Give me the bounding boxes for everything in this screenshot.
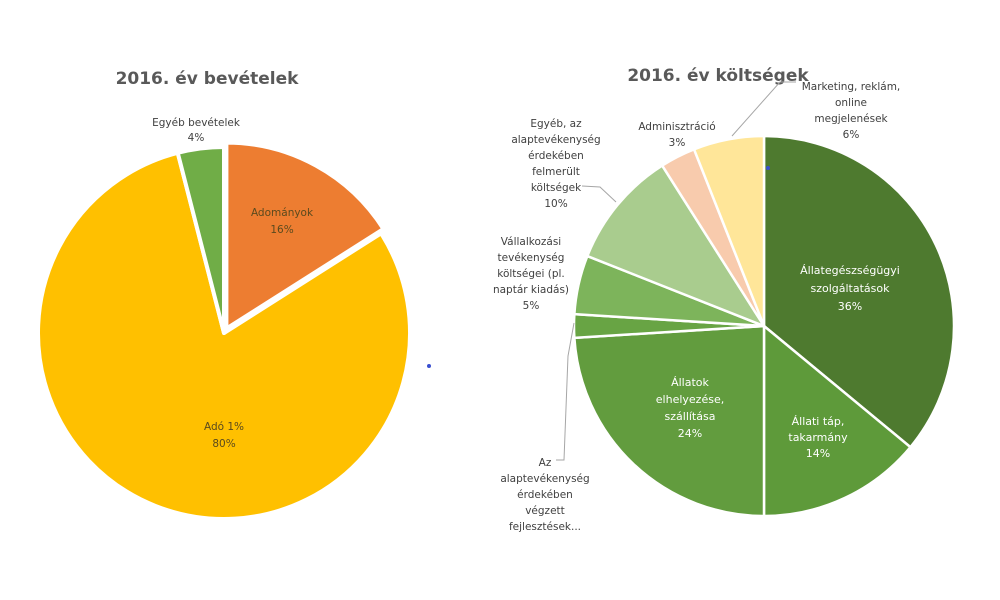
data-label-vallalkozasi-tevekenyseg-koltsegei-pl-na: tevékenység [498,252,565,264]
data-label-egyeb-az-alaptevekenyseg-erdekeben-felme: felmerült [532,166,580,178]
data-label-az-alaptevekenyseg-erdekeben-vegzett-fej: végzett [525,505,565,517]
data-label-ado-1: Adó 1% [204,421,244,433]
data-label-allati-tap-takarmany: 14% [806,447,830,460]
data-label-adomanyok: 16% [270,224,293,236]
data-label-egyeb-bevetelek: 4% [188,132,205,144]
data-label-allati-tap-takarmany: Állati táp, [792,415,845,428]
pie-slice-egyeb-bevetelek [175,145,226,335]
cost-chart-title: 2016. év költségek [627,66,809,86]
data-label-marketing-reklam-online-megjelenesek: online [835,97,867,109]
data-label-vallalkozasi-tevekenyseg-koltsegei-pl-na: Vállalkozási [501,236,561,248]
data-label-marketing-reklam-online-megjelenesek: 6% [843,129,860,141]
pie-slice-allati-tap-takarmany [762,324,912,518]
data-label-vallalkozasi-tevekenyseg-koltsegei-pl-na: 5% [523,300,540,312]
data-label-marketing-reklam-online-megjelenesek: megjelenések [814,113,888,125]
data-label-az-alaptevekenyseg-erdekeben-vegzett-fej: Az [539,457,552,469]
pie-labels: Adományok 16% Adó 1% 80% Egyéb bevételek 4% Ál… [152,81,900,533]
revenue-chart-title: 2016. év bevételek [116,69,300,89]
pie-slice-allatok-elhelyezese-szallitasa [573,324,766,518]
cost-pie [572,134,956,518]
data-label-allatok-elhelyezese-szallitasa: szállítása [665,410,716,423]
data-label-egyeb-az-alaptevekenyseg-erdekeben-felme: érdekében [528,150,584,162]
data-label-allati-tap-takarmany: takarmány [788,431,848,444]
data-label-allategeszsegugyi-szolgaltatasok: Állategészségügyi [800,264,900,277]
data-label-allatok-elhelyezese-szallitasa: 24% [678,427,702,440]
data-label-ado-1: 80% [212,438,235,450]
leader-line [731,81,796,137]
data-label-allatok-elhelyezese-szallitasa: elhelyezése, [656,393,724,406]
pie-slice-ado-1 [36,150,412,521]
data-label-adomanyok: Adományok [251,207,314,219]
data-label-allategeszsegugyi-szolgaltatasok: szolgáltatások [810,282,890,295]
data-label-allategeszsegugyi-szolgaltatasok: 36% [838,300,862,313]
data-label-vallalkozasi-tevekenyseg-koltsegei-pl-na: költségei (pl. [497,268,565,280]
data-label-adminisztracio: 3% [669,137,686,149]
data-label-egyeb-bevetelek: Egyéb bevételek [152,117,241,129]
leader-line [556,322,575,461]
stray-dot [427,364,431,368]
data-label-vallalkozasi-tevekenyseg-koltsegei-pl-na: naptár kiadás) [493,284,569,296]
pie-slice-allategeszsegugyi-szolgaltatasok [762,134,956,449]
data-label-allatok-elhelyezese-szallitasa: Állatok [671,376,709,389]
data-label-egyeb-az-alaptevekenyseg-erdekeben-felme: 10% [544,198,567,210]
stray-dot [766,166,770,170]
pie-slice-egyeb-az-alaptevekenyseg-erdekeben-felme [586,164,766,328]
revenue-pie [36,140,412,521]
data-label-marketing-reklam-online-megjelenesek: Marketing, reklám, [802,81,901,93]
data-label-egyeb-az-alaptevekenyseg-erdekeben-felme: alaptevékenység [511,134,600,146]
data-label-adminisztracio: Adminisztráció [638,121,715,133]
data-label-egyeb-az-alaptevekenyseg-erdekeben-felme: költségek [531,182,582,194]
data-label-az-alaptevekenyseg-erdekeben-vegzett-fej: érdekében [517,489,573,501]
data-label-az-alaptevekenyseg-erdekeben-vegzett-fej: fejlesztések... [509,521,581,533]
leader-line [581,185,617,203]
data-label-az-alaptevekenyseg-erdekeben-vegzett-fej: alaptevékenység [500,473,589,485]
pie-slice-adomanyok [224,140,386,331]
pie-slice-marketing-reklam-online-megjelenesek [692,134,766,328]
data-label-egyeb-az-alaptevekenyseg-erdekeben-felme: Egyéb, az [530,118,582,130]
